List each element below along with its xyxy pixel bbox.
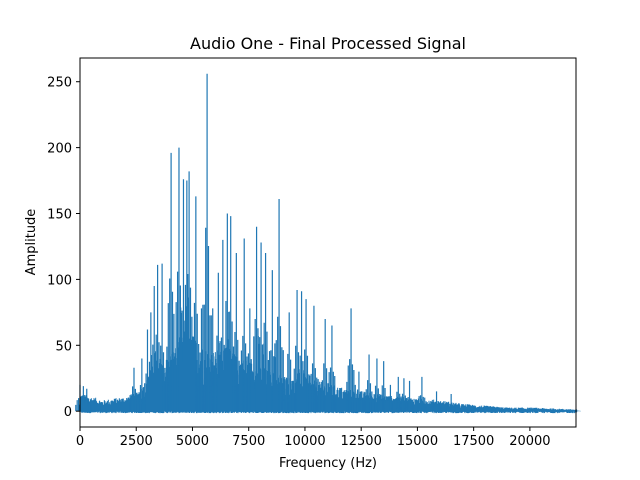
y-tick-label: 150 <box>47 208 72 223</box>
x-tick-label: 10000 <box>284 434 325 449</box>
y-tick-label: 50 <box>55 339 72 354</box>
plot-area-frame <box>79 57 577 428</box>
y-axis-label: Amplitude <box>24 209 39 276</box>
x-tick-label: 0 <box>76 434 84 449</box>
x-tick-label: 20000 <box>509 434 550 449</box>
y-axis-ticks: 0 50 100 150 200 250 <box>47 76 80 420</box>
x-axis-label: Frequency (Hz) <box>279 456 377 471</box>
x-tick-label: 15000 <box>397 434 438 449</box>
x-tick-label: 17500 <box>453 434 494 449</box>
x-tick-label: 7500 <box>232 434 265 449</box>
x-tick-label: 12500 <box>340 434 381 449</box>
x-axis-ticks: 0 2500 5000 7500 10000 12500 15000 17500 20000 <box>76 427 551 449</box>
x-tick-label: 5000 <box>176 434 209 449</box>
y-tick-label: 100 <box>47 273 72 288</box>
y-tick-label: 200 <box>47 142 72 157</box>
y-tick-label: 250 <box>47 76 72 91</box>
y-tick-label: 0 <box>64 405 72 420</box>
chart-title: Audio One - Final Processed Signal <box>190 34 466 53</box>
x-tick-label: 2500 <box>120 434 153 449</box>
